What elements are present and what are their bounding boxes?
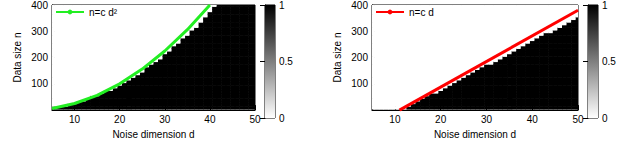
svg-text:200: 200 — [31, 52, 48, 63]
svg-text:50: 50 — [572, 114, 584, 125]
svg-text:Data size n: Data size n — [332, 33, 343, 83]
svg-text:0: 0 — [602, 113, 608, 124]
svg-text:100: 100 — [351, 78, 368, 89]
svg-text:100: 100 — [31, 78, 48, 89]
svg-text:20: 20 — [435, 114, 447, 125]
svg-text:400: 400 — [351, 0, 368, 11]
svg-text:50: 50 — [249, 114, 261, 125]
svg-text:300: 300 — [351, 26, 368, 37]
svg-text:10: 10 — [69, 114, 81, 125]
svg-text:1: 1 — [279, 0, 285, 11]
svg-text:20: 20 — [114, 114, 126, 125]
svg-text:200: 200 — [351, 52, 368, 63]
svg-text:40: 40 — [204, 114, 216, 125]
svg-text:30: 30 — [159, 114, 171, 125]
svg-text:0.5: 0.5 — [602, 56, 616, 67]
svg-text:10: 10 — [389, 114, 401, 125]
svg-text:400: 400 — [31, 0, 48, 11]
svg-text:Noise dimension d: Noise dimension d — [112, 129, 194, 140]
svg-text:300: 300 — [31, 26, 48, 37]
svg-text:40: 40 — [527, 114, 539, 125]
svg-text:1: 1 — [602, 0, 608, 11]
svg-text:0.5: 0.5 — [279, 56, 293, 67]
svg-text:n=c d: n=c d — [409, 7, 434, 18]
svg-text:Noise dimension d: Noise dimension d — [434, 129, 516, 140]
svg-text:30: 30 — [481, 114, 493, 125]
svg-text:Data size n: Data size n — [12, 33, 23, 83]
svg-text:n=c d²: n=c d² — [89, 7, 118, 18]
svg-text:0: 0 — [279, 113, 285, 124]
